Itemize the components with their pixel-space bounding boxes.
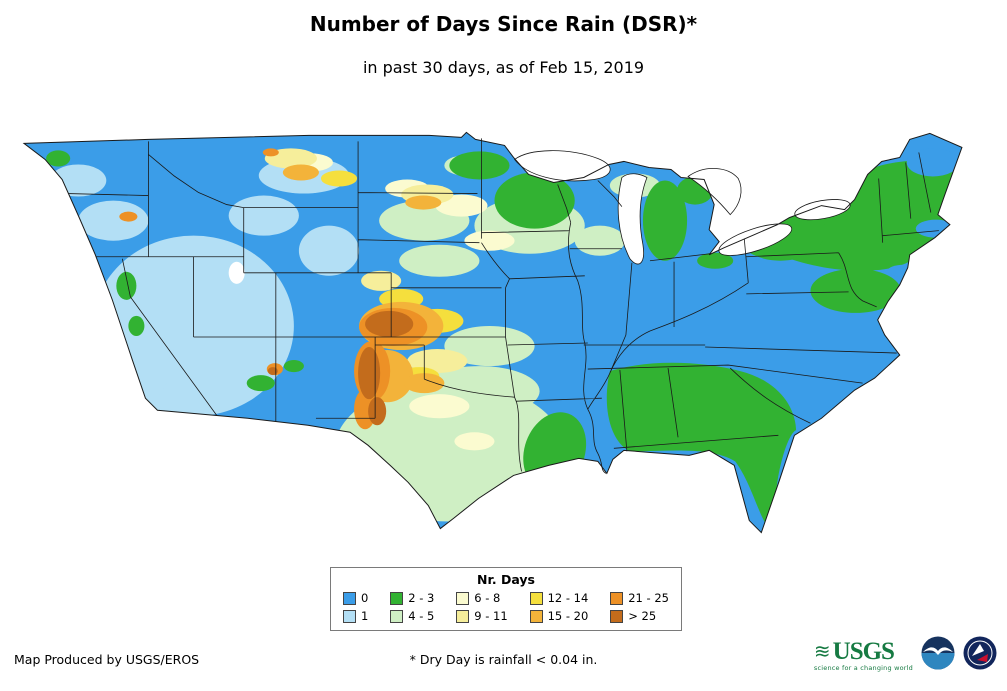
legend-swatch: [390, 591, 404, 605]
usgs-tagline: science for a changing world: [813, 663, 913, 672]
usgs-wordmark: USGS: [832, 637, 895, 665]
lake-superior: [513, 150, 611, 182]
legend-item: > 25: [610, 609, 669, 623]
legend-swatch: [390, 609, 404, 623]
legend-item: 1: [343, 609, 368, 623]
legend-swatch: [610, 591, 624, 605]
regions-days-over-25: [267, 310, 414, 426]
legend-label: 0: [361, 591, 369, 605]
legend-item: 2 - 3: [390, 591, 434, 605]
us-outline: [22, 131, 963, 534]
legend-swatch: [343, 609, 356, 623]
lake-michigan: [617, 173, 648, 265]
lake-ontario: [794, 199, 851, 221]
legend-swatch: [610, 609, 624, 623]
legend-item: 12 - 14: [529, 591, 589, 605]
legend-label: > 25: [628, 609, 657, 623]
legend-item: 0: [343, 591, 368, 605]
us-dsr-map: [22, 131, 963, 534]
legend-item: 4 - 5: [390, 609, 434, 623]
map-legend: Nr. Days 0 1 2 - 3 4 - 5 6 - 8 9 - 11 12 - 14 1…: [330, 567, 682, 631]
noaa-logo: [921, 636, 955, 674]
usgs-wave-icon: ≋: [813, 639, 831, 664]
page-title: Number of Days Since Rain (DSR)*: [309, 12, 698, 36]
dsr-raster-layer: [24, 132, 962, 533]
agency-logos: ≋ USGS science for a changing world: [814, 636, 997, 674]
usgs-logo: ≋ USGS science for a changing world: [814, 639, 913, 672]
dry-day-note: * Dry Day is rainfall < 0.04 in.: [409, 652, 598, 667]
great-salt-lake: [228, 261, 245, 284]
legend-label: 6 - 8: [474, 591, 501, 605]
map-credit: Map Produced by USGS/EROS: [14, 652, 200, 667]
legend-label: 2 - 3: [408, 591, 435, 605]
lake-erie: [718, 223, 793, 256]
legend-label: 9 - 11: [474, 609, 508, 623]
legend-item: 6 - 8: [456, 591, 507, 605]
lake-huron: [687, 168, 742, 216]
legend-swatch: [343, 591, 356, 605]
state-borders: [68, 138, 939, 474]
legend-item: 15 - 20: [529, 609, 589, 623]
legend-label: 1: [361, 609, 369, 623]
legend-swatch: [456, 609, 470, 623]
legend-swatch: [529, 591, 543, 605]
legend-item: 9 - 11: [456, 609, 508, 623]
great-lakes: [513, 150, 851, 265]
legend-label: 4 - 5: [408, 609, 435, 623]
page-subtitle: in past 30 days, as of Feb 15, 2019: [362, 58, 645, 77]
legend-item: 21 - 25: [610, 591, 669, 605]
nws-logo: [963, 636, 997, 674]
legend-swatch: [456, 591, 470, 605]
legend-label: 12 - 14: [547, 591, 589, 605]
legend-label: 21 - 25: [628, 591, 669, 605]
legend-grid: 0 1 2 - 3 4 - 5 6 - 8 9 - 11 12 - 14 15 - 20 21 …: [343, 591, 669, 623]
legend-title: Nr. Days: [477, 572, 535, 587]
legend-label: 15 - 20: [547, 609, 589, 623]
legend-swatch: [529, 609, 543, 623]
